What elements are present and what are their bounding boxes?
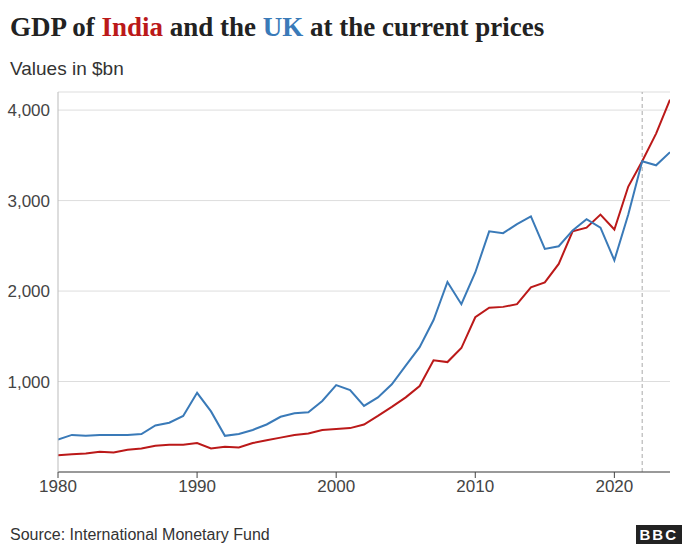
html-text:BBC: BBC xyxy=(639,526,678,543)
svg-text:4,000: 4,000 xyxy=(8,101,50,120)
html-text:GDP of India and the UK at the: GDP of India and the UK at the current p… xyxy=(10,12,545,42)
svg-text:3,000: 3,000 xyxy=(8,192,50,211)
html-text:Source: International Monetary: Source: International Monetary Fund xyxy=(10,526,270,543)
svg-text:2000: 2000 xyxy=(317,477,355,496)
html-text:Values in $bn: Values in $bn xyxy=(10,58,124,79)
svg-text:2010: 2010 xyxy=(456,477,494,496)
svg-text:1980: 1980 xyxy=(39,477,77,496)
svg-text:2,000: 2,000 xyxy=(8,282,50,301)
svg-text:2020: 2020 xyxy=(595,477,633,496)
svg-text:1990: 1990 xyxy=(178,477,216,496)
svg-text:1,000: 1,000 xyxy=(8,373,50,392)
